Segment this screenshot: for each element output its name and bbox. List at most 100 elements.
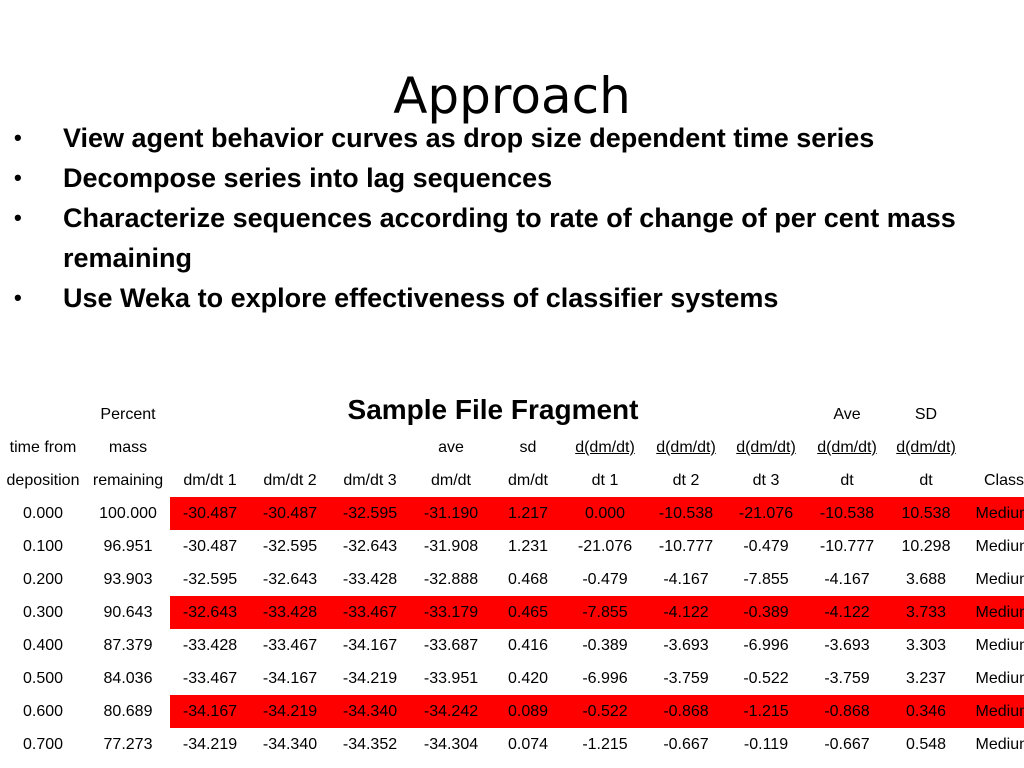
table-cell: 84.036 [86,662,170,695]
table-cell: 1.231 [507,537,549,555]
header-label: dm/dt 1 [183,472,237,489]
table-cell: -3.693 [663,636,709,654]
header-label: dt 1 [591,472,619,489]
table-cell: 90.643 [86,596,170,629]
table-cell: 0.200 [0,563,86,596]
table-cell: -0.389 [726,596,806,629]
table-cell: -10.777 [819,537,875,555]
bullet-item: • View agent behavior curves as drop siz… [14,118,1014,158]
header-label [964,431,1024,464]
header-label: Class [983,472,1024,489]
header-label: Percent [100,406,156,423]
table-row: 0.100 96.951 -30.487 -32.595 -32.643 -31.908 1… [0,530,1024,563]
table-cell: -34.340 [262,735,318,753]
header-label: d(dm/dt) [896,439,956,456]
bullet-dot-icon: • [14,125,22,150]
table-cell: 3.733 [888,596,964,629]
table-cell: -33.179 [410,596,492,629]
header-label [170,398,250,431]
header-label [330,431,410,464]
table-cell: -30.487 [250,497,330,530]
bullet-text: Use Weka to explore effectiveness of cla… [63,283,779,313]
header-column: time from deposition [0,398,86,498]
table-cell: 96.951 [86,530,170,563]
table-cell: Medium [975,735,1024,753]
table-cell: 10.538 [888,497,964,530]
table-cell: -33.687 [423,636,479,654]
header-label: d(dm/dt) [656,439,716,456]
header-column: dm/dt 2 [250,398,330,498]
data-table: 0.000 100.000 -30.487 -30.487 -32.595 -31.190… [0,497,1024,761]
table-cell: -10.538 [806,497,888,530]
table-cell: -6.996 [743,636,789,654]
table-cell: -0.868 [806,695,888,728]
header-label [250,398,330,431]
table-cell: -32.888 [423,570,479,588]
table-cell: 0.000 [564,497,646,530]
header-label: dm/dt [507,472,548,489]
header-label: ave [438,439,464,456]
table-cell: -0.522 [743,669,789,687]
table-cell: -34.219 [342,669,398,687]
header-label: d(dm/dt) [575,439,635,456]
header-column: ave dm/dt [410,398,492,498]
table-cell: -3.759 [663,669,709,687]
table-cell: 0.089 [492,695,564,728]
bullet-item: • Use Weka to explore effectiveness of c… [14,278,1014,318]
header-label [964,398,1024,431]
table-cell: 10.298 [901,537,951,555]
table-cell: -3.693 [824,636,870,654]
table-cell: -33.428 [250,596,330,629]
header-label: d(dm/dt) [817,439,877,456]
table-cell: -32.595 [262,537,318,555]
table-cell: -0.522 [564,695,646,728]
table-cell: 0.500 [0,662,86,695]
table-cell: -21.076 [726,497,806,530]
table-cell: 0.416 [507,636,549,654]
table-cell: Medium [964,596,1024,629]
bullet-item: • Characterize sequences according to ra… [14,198,1014,278]
table-cell: 0.468 [507,570,549,588]
table-cell: -0.868 [646,695,726,728]
bullet-dot-icon: • [14,165,22,190]
header-label: dm/dt 2 [263,472,317,489]
table-cell: 80.689 [86,695,170,728]
table-cell: Medium [975,537,1024,555]
table-cell: -10.538 [646,497,726,530]
table-cell: 0.000 [0,497,86,530]
bullet-text: Decompose series into lag sequences [63,163,553,193]
header-label: remaining [92,472,164,489]
table-row: 0.700 77.273 -34.219 -34.340 -34.352 -34.304 0… [0,728,1024,761]
table-cell: 3.303 [905,636,947,654]
table-row: 0.400 87.379 -33.428 -33.467 -34.167 -33.687 0… [0,629,1024,662]
header-label [250,431,330,464]
table-cell: -34.219 [250,695,330,728]
table-cell: -31.908 [423,537,479,555]
table-cell: -7.855 [743,570,789,588]
header-label [330,398,410,431]
table-cell: -7.855 [564,596,646,629]
header-label: sd [519,439,537,456]
table-cell: 93.903 [86,563,170,596]
table-row: 0.600 80.689 -34.167 -34.219 -34.340 -34.242 0… [0,695,1024,728]
header-label: d(dm/dt) [736,439,796,456]
table-cell: 0.700 [0,728,86,761]
header-label: mass [108,439,148,456]
header-column: dm/dt 3 [330,398,410,498]
table-row: 0.500 84.036 -33.467 -34.167 -34.219 -33.951 0… [0,662,1024,695]
table-cell: -32.643 [262,570,318,588]
bullet-dot-icon: • [14,205,22,230]
header-column: d(dm/dt) dt 1 [564,398,646,498]
header-column: dm/dt 1 [170,398,250,498]
table-cell: -34.167 [262,669,318,687]
table-cell: Medium [964,497,1024,530]
table-cell: -4.167 [663,570,709,588]
table-cell: -30.487 [170,497,250,530]
header-label: dm/dt [430,472,471,489]
table-cell: -34.340 [330,695,410,728]
table-cell: -1.215 [582,735,628,753]
header-column: d(dm/dt) dt 3 [726,398,806,498]
fragment-title: Sample File Fragment [347,394,639,425]
table-cell: -34.352 [342,735,398,753]
